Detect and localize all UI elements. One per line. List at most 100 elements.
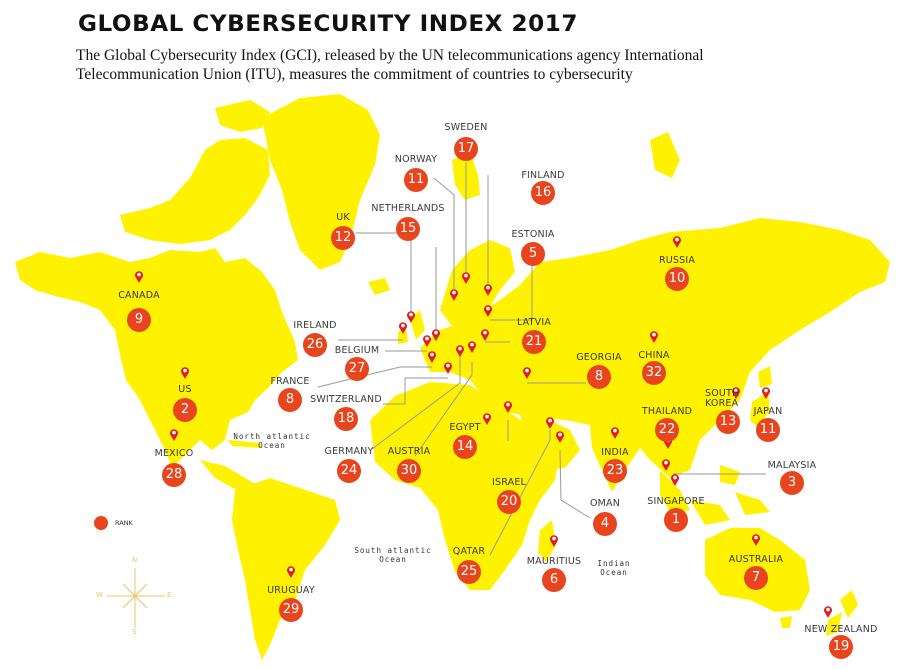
map-pin-icon bbox=[450, 289, 458, 301]
map-pin-icon bbox=[762, 387, 770, 399]
country-label: NETHERLANDS bbox=[371, 203, 445, 214]
rank-badge: 15 bbox=[396, 217, 420, 241]
africa bbox=[370, 382, 560, 590]
rank-badge: 2 bbox=[173, 398, 197, 422]
rank-badge: 18 bbox=[334, 407, 358, 431]
map-pin-icon bbox=[407, 311, 415, 323]
country-label: EGYPT bbox=[449, 422, 481, 433]
country-label: CHINA bbox=[638, 350, 670, 361]
country-label: SINGAPORE bbox=[647, 496, 705, 507]
map-pin-icon bbox=[752, 534, 760, 546]
rank-badge: 21 bbox=[522, 330, 546, 354]
country-label: SWEDEN bbox=[444, 122, 488, 133]
rank-badge: 5 bbox=[521, 242, 545, 266]
ocean-name: South atlantic bbox=[354, 546, 432, 555]
map-pin-icon bbox=[481, 329, 489, 341]
page-title: GLOBAL CYBERSECURITY INDEX 2017 bbox=[78, 12, 578, 37]
ocean-label-south-atlantic: South atlantic Ocean bbox=[354, 546, 431, 564]
map-pin-icon bbox=[135, 271, 143, 283]
map-pin-icon bbox=[483, 413, 491, 425]
rank-badge: 11 bbox=[756, 418, 780, 442]
rank-badge: 28 bbox=[162, 463, 186, 487]
rank-badge: 6 bbox=[542, 568, 566, 592]
india bbox=[590, 425, 640, 492]
country-label: GEORGIA bbox=[576, 352, 622, 363]
country-label: BELGIUM bbox=[334, 345, 380, 356]
map-pin-icon bbox=[170, 429, 178, 441]
ocean-name-line2: Ocean bbox=[600, 568, 628, 577]
country-label: CANADA bbox=[118, 290, 160, 301]
map-pin-icon bbox=[671, 474, 679, 486]
rank-badge: 32 bbox=[642, 361, 666, 385]
north-america bbox=[15, 248, 298, 468]
country-label: ESTONIA bbox=[511, 229, 555, 240]
page-subtitle: The Global Cybersecurity Index (GCI), re… bbox=[76, 47, 704, 83]
map-pin-icon bbox=[462, 272, 470, 284]
map-pin-icon bbox=[611, 427, 619, 439]
country-label: AUSTRIA bbox=[387, 446, 431, 457]
map-pin-icon bbox=[673, 236, 681, 248]
legend: RANK bbox=[94, 516, 133, 530]
map-pin-icon bbox=[181, 367, 189, 379]
eurasia bbox=[420, 218, 890, 478]
rank-badge: 1 bbox=[664, 508, 688, 532]
map-pin-icon bbox=[484, 284, 492, 296]
country-label: RUSSIA bbox=[658, 255, 696, 266]
country-label: QATAR bbox=[452, 546, 486, 557]
compass-icon bbox=[107, 568, 165, 628]
map-pin-icon bbox=[423, 335, 431, 347]
map-pin-icon bbox=[456, 345, 464, 357]
rank-badge: 3 bbox=[780, 471, 804, 495]
ocean-name: North atlantic bbox=[233, 432, 311, 441]
map-pin-icon bbox=[824, 606, 832, 618]
country-label: MAURITIUS bbox=[526, 556, 582, 567]
rank-badge: 8 bbox=[278, 388, 302, 412]
map-pin-icon bbox=[523, 367, 531, 379]
rank-badge: 29 bbox=[279, 598, 303, 622]
rank-badge: 20 bbox=[497, 490, 521, 514]
map-pin-icon bbox=[732, 387, 740, 399]
map-pin-icon bbox=[662, 459, 670, 471]
country-label: NEW ZEALAND bbox=[804, 624, 878, 635]
rank-badge: 24 bbox=[337, 459, 361, 483]
rank-badge: 9 bbox=[127, 308, 151, 332]
greenland bbox=[262, 94, 380, 270]
map-pin-icon bbox=[428, 351, 436, 363]
country-label: MEXICO bbox=[154, 448, 194, 459]
country-label: JAPAN bbox=[753, 406, 783, 417]
compass-east: E bbox=[167, 591, 172, 599]
rank-badge: 17 bbox=[454, 137, 478, 161]
scandinavia bbox=[440, 240, 515, 330]
compass-west: W bbox=[96, 591, 103, 599]
rank-badge: 19 bbox=[829, 635, 853, 659]
map-pin-icon bbox=[550, 535, 558, 547]
country-label: OMAN bbox=[589, 498, 621, 509]
rank-badge: 10 bbox=[665, 267, 689, 291]
map-pin-icon bbox=[399, 322, 407, 334]
ocean-name: Indian bbox=[597, 559, 631, 568]
rank-badge: 23 bbox=[603, 459, 627, 483]
compass-rose: N S E W bbox=[95, 556, 185, 638]
country-label: US bbox=[178, 384, 192, 395]
map-pin-icon bbox=[484, 305, 492, 317]
country-label: IRELAND bbox=[293, 320, 337, 331]
country-label: AUSTRALIA bbox=[728, 554, 784, 565]
map-pin-icon bbox=[444, 362, 452, 374]
country-label: GERMANY bbox=[324, 446, 374, 457]
rank-badge: 27 bbox=[345, 357, 369, 381]
map-pin-icon bbox=[432, 329, 440, 341]
country-label: NORWAY bbox=[394, 154, 438, 165]
ocean-name-line2: Ocean bbox=[379, 555, 407, 564]
rank-badge: 8 bbox=[587, 365, 611, 389]
map-pin-icon bbox=[650, 331, 658, 343]
compass-north: N bbox=[132, 556, 138, 564]
rank-badge: 14 bbox=[453, 435, 477, 459]
rank-badge: 22 bbox=[655, 418, 679, 442]
rank-circle-icon bbox=[94, 516, 108, 530]
legend-label: RANK bbox=[115, 519, 133, 527]
country-label: UK bbox=[336, 212, 350, 223]
country-label: MALAYSIA bbox=[767, 460, 817, 471]
country-label: SWITZERLAND bbox=[310, 394, 382, 405]
rank-badge: 4 bbox=[593, 512, 617, 536]
map-pin-icon bbox=[556, 431, 564, 443]
